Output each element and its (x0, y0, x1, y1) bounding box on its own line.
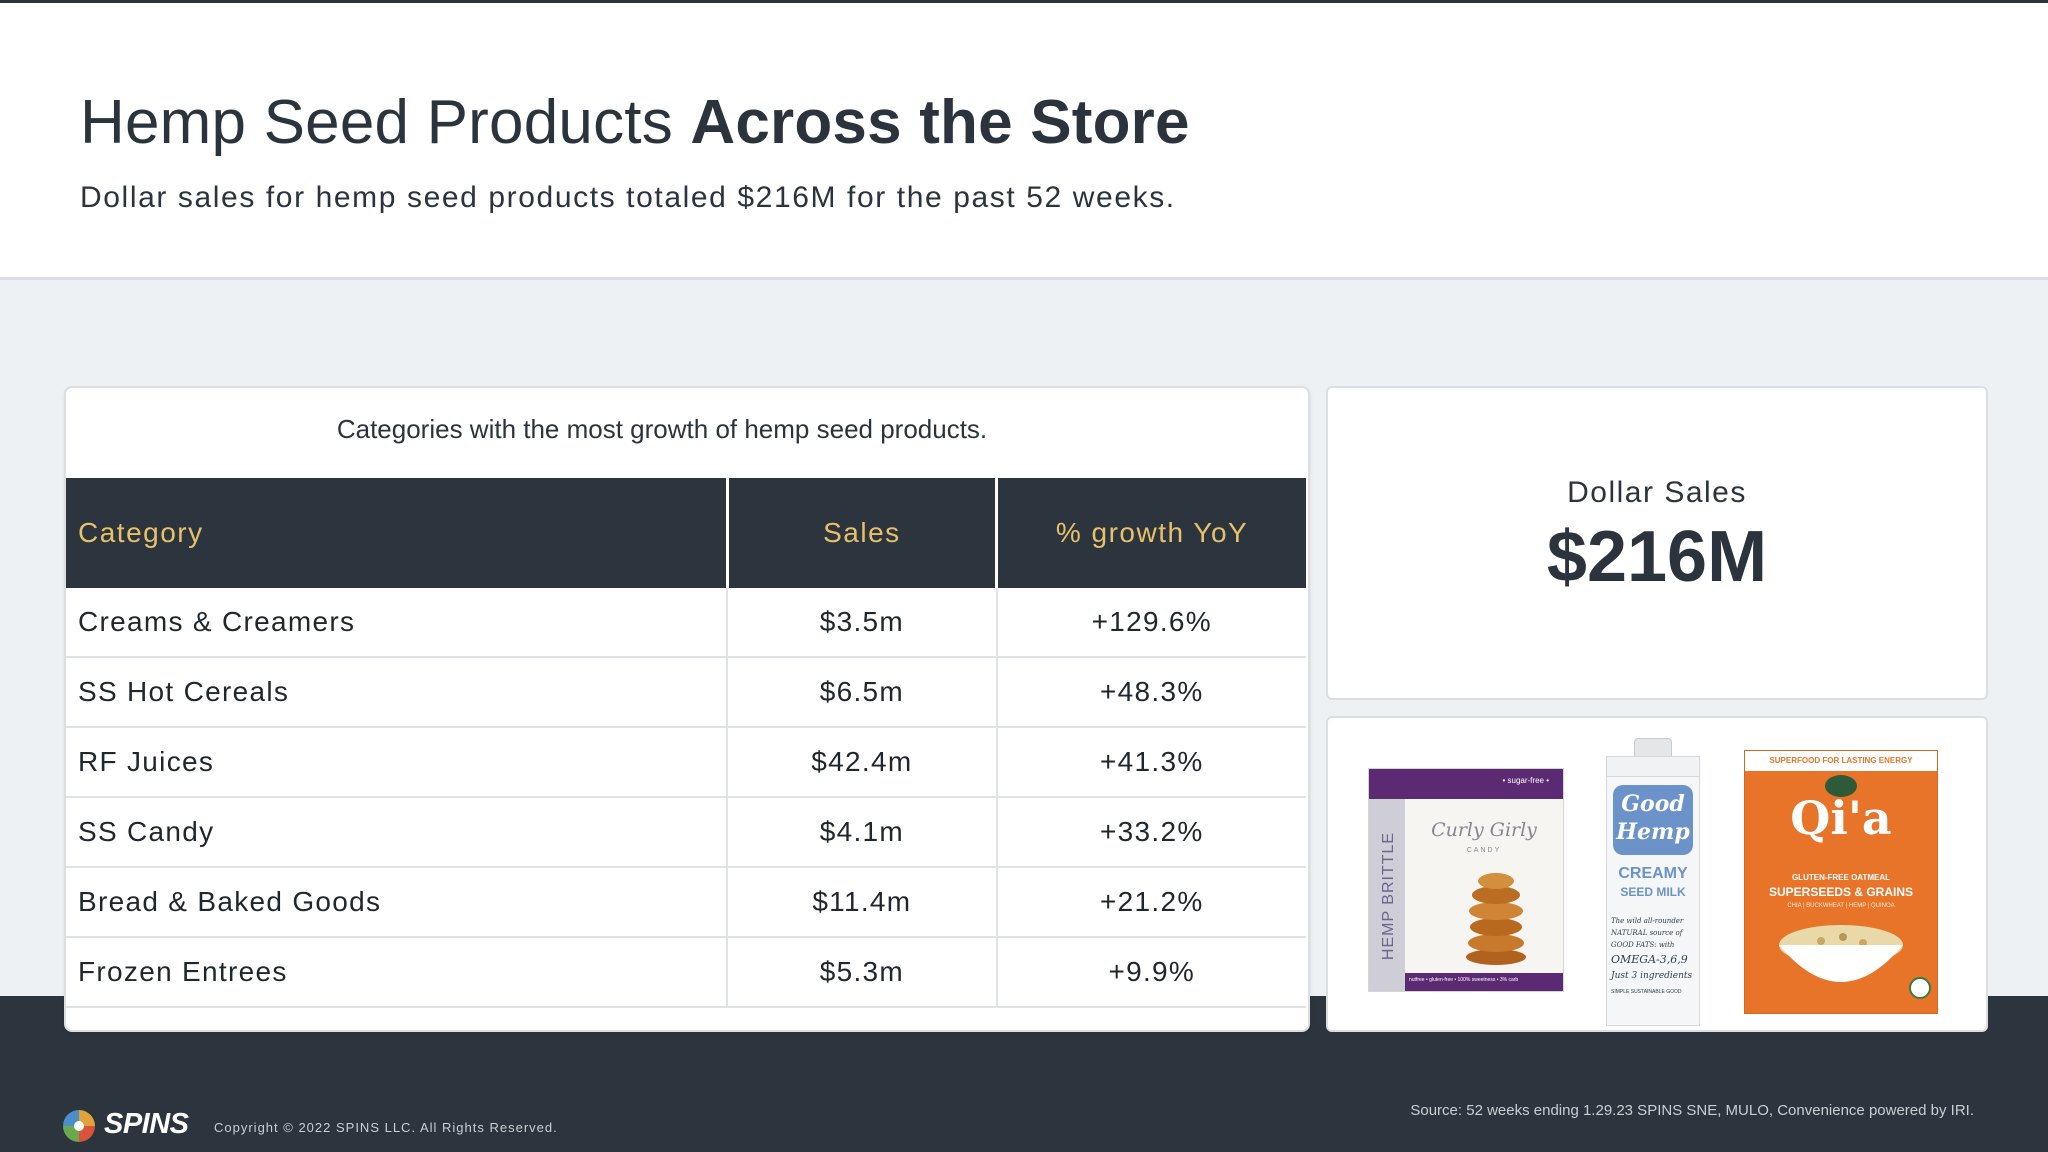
title-bold: Across the Store (690, 88, 1190, 157)
cereal-tag-3: CHIA | BUCKWHEAT | HEMP | QUINOA (1787, 903, 1895, 909)
growth-cell: +9.9% (996, 937, 1306, 1008)
milk-top (1606, 756, 1700, 778)
page-subtitle: Dollar sales for hemp seed products tota… (80, 181, 1176, 214)
table-header-row: Category Sales % growth YoY (66, 478, 1306, 588)
qia-cereal-box: SUPERFOOD FOR LASTING ENERGY Qi'a GLUTEN… (1744, 750, 1938, 1014)
growth-table-card: Categories with the most growth of hemp … (64, 386, 1310, 1032)
table-row: SS Hot Cereals $6.5m +48.3% (66, 657, 1306, 728)
category-cell: Creams & Creamers (66, 588, 729, 658)
table-row: SS Candy $4.1m +33.2% (66, 797, 1306, 868)
milk-brand-line2: Hemp (1616, 819, 1690, 845)
brittle-side-label: HEMP BRITTLE (1380, 831, 1397, 961)
brittle-tag: • sugar-free • (1502, 776, 1549, 785)
column-header-sales: Sales (727, 478, 999, 588)
header: Hemp Seed Products Across the Store Doll… (0, 3, 2048, 280)
category-cell: SS Candy (66, 797, 729, 868)
brittle-brand: Curly Girly (1431, 819, 1537, 841)
cereal-tag-2: SUPERSEEDS & GRAINS (1768, 885, 1914, 899)
brittle-sub: CANDY (1466, 847, 1502, 854)
title-regular: Hemp Seed Products (80, 88, 691, 157)
column-header-category: Category (66, 478, 729, 588)
milk-script-3: GOOD FATS: with (1611, 941, 1675, 949)
milk-script-4: OMEGA-3,6,9 (1611, 953, 1688, 966)
table-row: Frozen Entrees $5.3m +9.9% (66, 937, 1306, 1008)
growth-cell: +41.3% (996, 727, 1306, 798)
cereal-tag-1: GLUTEN-FREE OATMEAL (1791, 873, 1891, 882)
milk-body: Good Hemp CREAMY SEED MILK The wild all-… (1606, 776, 1700, 1026)
milk-brand-line1: Good (1621, 791, 1685, 817)
hemp-brittle-package: • sugar-free • HEMP BRITTLE Curly Girly … (1368, 768, 1564, 992)
good-hemp-milk-carton: Good Hemp CREAMY SEED MILK The wild all-… (1604, 738, 1700, 1026)
cereal-seal-icon (1825, 775, 1857, 797)
table-row: Bread & Baked Goods $11.4m +21.2% (66, 867, 1306, 938)
milk-script-6: SIMPLE SUSTAINABLE GOOD (1611, 989, 1682, 995)
column-header-growth: % growth YoY (996, 478, 1306, 588)
brittle-bottom-band: nutfree • gluten-free • 100% sweetness •… (1405, 973, 1563, 991)
milk-brand-badge: Good Hemp (1613, 785, 1693, 855)
cereal-brand: Qi'a (1790, 791, 1892, 845)
spins-logo-mark-icon (63, 1110, 95, 1142)
page-title: Hemp Seed Products Across the Store (80, 87, 1190, 158)
category-cell: SS Hot Cereals (66, 657, 729, 728)
milk-script-5: Just 3 ingredients (1611, 971, 1693, 981)
cereal-banner: SUPERFOOD FOR LASTING ENERGY (1745, 751, 1937, 771)
brittle-side-band: HEMP BRITTLE (1369, 799, 1405, 991)
growth-cell: +21.2% (996, 867, 1306, 938)
growth-cell: +129.6% (996, 588, 1306, 658)
dollar-sales-label: Dollar Sales (1567, 476, 1747, 509)
milk-script-1: The wild all-rounder (1611, 917, 1684, 925)
copyright-text: Copyright © 2022 SPINS LLC. All Rights R… (214, 1120, 558, 1135)
sales-cell: $11.4m (727, 867, 998, 938)
dollar-sales-value: $216M (1546, 517, 1768, 597)
category-cell: Bread & Baked Goods (66, 867, 729, 938)
sales-cell: $4.1m (727, 797, 998, 868)
milk-name-line2: SEED MILK (1620, 885, 1686, 899)
category-cell: RF Juices (66, 727, 729, 798)
source-note: Source: 52 weeks ending 1.29.23 SPINS SN… (1410, 1102, 1974, 1119)
table-row: RF Juices $42.4m +41.3% (66, 727, 1306, 798)
category-cell: Frozen Entrees (66, 937, 729, 1008)
growth-cell: +48.3% (996, 657, 1306, 728)
sales-cell: $5.3m (727, 937, 998, 1008)
sales-cell: $42.4m (727, 727, 998, 798)
brittle-candy-stack-icon (1466, 873, 1526, 965)
spins-logo-text: SPINS (104, 1108, 189, 1140)
products-card: • sugar-free • HEMP BRITTLE Curly Girly … (1326, 716, 1988, 1032)
dollar-sales-card: Dollar Sales $216M (1326, 386, 1988, 700)
growth-cell: +33.2% (996, 797, 1306, 868)
spins-logo: SPINS (60, 1108, 200, 1144)
top-rule (0, 0, 2048, 3)
table-caption: Categories with the most growth of hemp … (336, 414, 988, 444)
table-row: Creams & Creamers $3.5m +129.6% (66, 588, 1306, 658)
sales-cell: $3.5m (727, 588, 998, 658)
milk-name-line1: CREAMY (1618, 865, 1688, 882)
cereal-bowl-icon (1779, 925, 1903, 982)
growth-table: Category Sales % growth YoY Creams & Cre… (66, 478, 1306, 1008)
brittle-top-band: • sugar-free • (1369, 769, 1563, 799)
sales-cell: $6.5m (727, 657, 998, 728)
organic-seal-icon (1909, 977, 1931, 999)
milk-script-2: NATURAL source of (1611, 929, 1683, 937)
brittle-foot: nutfree • gluten-free • 100% sweetness •… (1409, 977, 1519, 983)
